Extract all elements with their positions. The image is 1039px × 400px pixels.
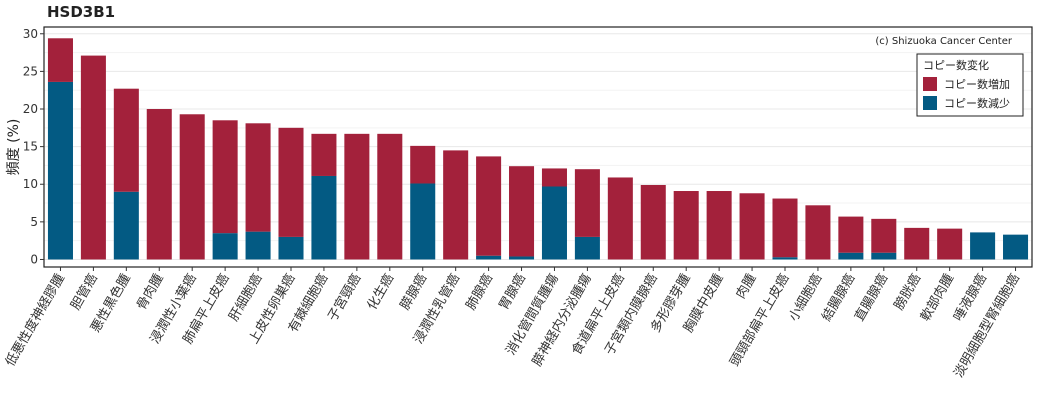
bar-segment-decrease [541, 186, 567, 260]
bar-segment-increase [772, 198, 798, 258]
y-tick-label: 10 [23, 177, 38, 191]
y-tick-label: 25 [23, 64, 38, 78]
bar-segment-increase [344, 133, 370, 260]
bar-segment-increase [706, 191, 732, 260]
bar-segment-increase [607, 177, 633, 260]
x-tick-label: 肉腫 [733, 271, 760, 302]
legend: コピー数変化 コピー数増加 コピー数減少 [916, 53, 1024, 117]
bar-segment-decrease [772, 257, 798, 260]
bar-segment-increase [509, 166, 535, 257]
bar-segment-decrease [476, 255, 502, 260]
chart-title: HSD3B1 [47, 3, 116, 21]
bar-segment-increase [739, 193, 765, 260]
bar-segment-decrease [311, 175, 337, 260]
bar-segment-decrease [1003, 234, 1029, 260]
bar-segment-decrease [278, 236, 304, 260]
bar-segment-increase [410, 145, 436, 184]
bar-segment-decrease [970, 232, 996, 260]
bar-segment-increase [113, 88, 139, 192]
legend-title: コピー数変化 [923, 58, 989, 72]
bar-layer [47, 38, 1029, 260]
y-tick-label: 5 [30, 215, 38, 229]
bar-segment-decrease [871, 252, 897, 260]
legend-label-decrease: コピー数減少 [944, 96, 1010, 110]
x-tick-label: 骨肉腫 [133, 271, 166, 313]
bar-segment-increase [640, 184, 666, 260]
x-tick-label: 化生癌 [364, 271, 397, 313]
bar-segment-decrease [47, 81, 73, 260]
bar-segment-decrease [245, 231, 271, 260]
legend-swatch-decrease [923, 96, 937, 110]
bar-segment-increase [673, 191, 699, 260]
bar-segment-increase [574, 169, 600, 237]
bar-segment-decrease [410, 183, 436, 260]
x-tick-label: 淡明細胞型腎細胞癌 [951, 271, 1023, 380]
x-tick-label: 膀胱癌 [891, 271, 924, 313]
legend-label-increase: コピー数増加 [944, 78, 1010, 91]
bar-segment-increase [311, 133, 337, 176]
bar-segment-increase [937, 228, 963, 260]
x-tick-label: 胆管癌 [67, 271, 100, 313]
bar-segment-decrease [212, 233, 238, 260]
y-tick-label: 15 [23, 140, 38, 154]
bar-segment-increase [212, 120, 238, 234]
bar-segment-increase [838, 216, 864, 253]
bar-segment-increase [245, 123, 271, 232]
bar-segment-increase [805, 205, 831, 260]
bar-segment-decrease [838, 252, 864, 260]
credit-text: (c) Shizuoka Cancer Center [875, 36, 1013, 47]
x-tick-label: 低悪性度神経膠腫 [2, 271, 68, 369]
bar-segment-increase [904, 227, 930, 260]
x-tick-label: 膵神経内分泌腫瘍 [529, 271, 595, 369]
bar-segment-decrease [509, 256, 535, 260]
x-tick-label: 肺腺癌 [463, 271, 496, 313]
bar-segment-increase [278, 127, 304, 237]
x-tick-label: 膵腺癌 [397, 271, 430, 313]
y-axis-ticks: 0 5 10 15 20 25 30 [23, 27, 44, 266]
y-tick-label: 0 [30, 252, 38, 266]
grid-lines [44, 33, 1032, 260]
bar-segment-increase [80, 55, 106, 260]
y-axis-title: 頻度 (%) [6, 119, 22, 176]
bar-segment-increase [47, 38, 73, 82]
bar-segment-increase [179, 114, 205, 260]
bar-segment-decrease [113, 191, 139, 260]
x-tick-label: 胃腺癌 [496, 271, 529, 313]
bar-segment-decrease [574, 236, 600, 260]
legend-swatch-increase [923, 77, 937, 91]
bar-segment-increase [541, 168, 567, 187]
x-tick-label: 頭頸部扁平上皮癌 [727, 271, 793, 369]
bar-segment-increase [476, 156, 502, 256]
bar-segment-increase [377, 133, 403, 260]
bar-segment-increase [871, 218, 897, 253]
bar-segment-increase [443, 150, 469, 260]
y-tick-label: 20 [23, 102, 38, 116]
y-tick-label: 30 [23, 27, 38, 41]
bar-segment-increase [146, 109, 172, 260]
